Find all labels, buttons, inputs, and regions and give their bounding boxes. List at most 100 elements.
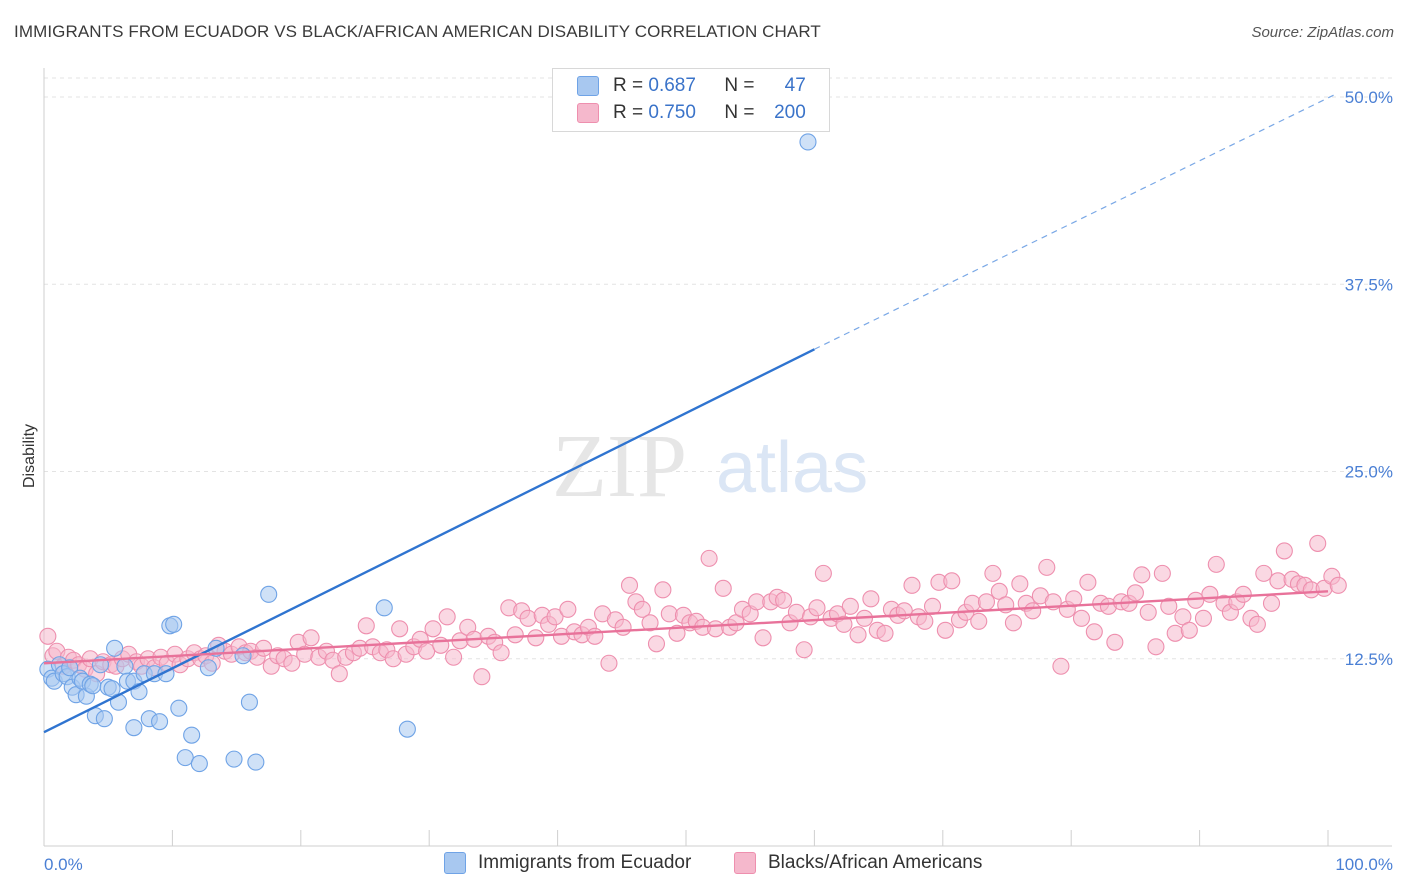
data-point bbox=[165, 615, 183, 633]
data-point bbox=[445, 648, 463, 666]
data-point bbox=[559, 600, 577, 618]
data-point bbox=[668, 624, 686, 642]
x-ticks bbox=[171, 830, 1329, 846]
data-point bbox=[835, 615, 853, 633]
legend-n-label: N = bbox=[724, 75, 755, 96]
data-point bbox=[600, 654, 618, 672]
data-point bbox=[799, 133, 817, 151]
trend-line-ecuador-projection bbox=[814, 93, 1337, 350]
chart-title: IMMIGRANTS FROM ECUADOR VS BLACK/AFRICAN… bbox=[14, 22, 821, 41]
legend: R = 0.687 N = 47 R = 0.750 N = 200 bbox=[552, 68, 830, 132]
data-point bbox=[190, 755, 208, 773]
legend-n-value: 200 bbox=[774, 102, 806, 123]
data-point bbox=[61, 659, 79, 677]
bottom-legend-swatch-ecuador bbox=[444, 852, 466, 874]
data-point bbox=[714, 579, 732, 597]
data-point bbox=[234, 647, 252, 665]
data-point bbox=[1038, 558, 1056, 576]
bottom-legend-label-ecuador: Immigrants from Ecuador bbox=[478, 852, 692, 873]
legend-r-value: 0.687 bbox=[648, 75, 696, 96]
data-point bbox=[903, 576, 921, 594]
data-point bbox=[424, 620, 442, 638]
data-point bbox=[330, 665, 348, 683]
data-point bbox=[977, 593, 996, 611]
chart-source: Source: ZipAtlas.com bbox=[1251, 24, 1394, 41]
data-point bbox=[586, 627, 604, 645]
y-tick-labels: 12.5% 25.0% 37.5% 50.0% bbox=[1345, 88, 1393, 669]
points-immigrants-from-ecuador bbox=[39, 133, 817, 773]
y-tick-label: 37.5% bbox=[1345, 275, 1393, 294]
trend-lines bbox=[43, 93, 1337, 734]
data-point bbox=[963, 594, 981, 612]
data-point bbox=[260, 585, 278, 603]
data-point bbox=[170, 699, 188, 717]
legend-row-black: R = 0.750 N = 200 bbox=[577, 100, 806, 126]
data-point bbox=[849, 626, 867, 644]
data-point bbox=[1248, 615, 1266, 633]
data-point bbox=[620, 576, 639, 594]
bottom-legend-label-black: Blacks/African Americans bbox=[768, 852, 983, 873]
data-point bbox=[923, 597, 942, 615]
data-point bbox=[943, 572, 961, 590]
axes bbox=[43, 68, 1392, 847]
y-tick-label: 25.0% bbox=[1345, 463, 1393, 482]
data-point bbox=[247, 753, 265, 771]
data-point bbox=[492, 644, 510, 662]
data-point bbox=[660, 605, 678, 623]
legend-n-label: N = bbox=[724, 102, 755, 123]
legend-r-label: R = bbox=[613, 75, 644, 96]
data-point bbox=[527, 629, 545, 647]
data-point bbox=[199, 659, 217, 677]
data-point bbox=[1065, 590, 1083, 608]
data-point bbox=[1011, 575, 1029, 593]
legend-r-value: 0.750 bbox=[648, 102, 696, 123]
watermark-zip: ZIP bbox=[552, 417, 687, 516]
data-point bbox=[438, 608, 456, 626]
bottom-legend-black: Blacks/African Americans bbox=[734, 852, 982, 874]
data-point bbox=[1194, 609, 1213, 627]
bottom-legend-swatch-black bbox=[734, 852, 756, 874]
data-point bbox=[787, 603, 805, 621]
data-point bbox=[862, 590, 880, 608]
y-tick-label: 12.5% bbox=[1345, 650, 1393, 669]
data-point bbox=[984, 564, 1002, 582]
data-point bbox=[225, 750, 243, 768]
data-point bbox=[775, 591, 793, 609]
data-point bbox=[614, 618, 632, 636]
data-point bbox=[1139, 603, 1157, 621]
data-point bbox=[1153, 564, 1171, 582]
x-tick-label-max: 100.0% bbox=[1335, 855, 1393, 874]
data-point bbox=[795, 641, 813, 659]
data-point bbox=[916, 612, 934, 630]
data-point bbox=[151, 713, 169, 731]
data-point bbox=[519, 609, 537, 627]
data-point bbox=[302, 629, 320, 647]
data-point bbox=[546, 608, 564, 626]
data-point bbox=[95, 710, 113, 728]
data-point bbox=[1079, 573, 1097, 591]
data-point bbox=[1262, 594, 1281, 612]
data-point bbox=[1309, 534, 1327, 552]
data-point bbox=[183, 726, 201, 744]
data-point bbox=[240, 693, 258, 711]
data-point bbox=[706, 620, 725, 638]
data-point bbox=[1201, 585, 1219, 603]
data-point bbox=[1072, 609, 1091, 627]
data-point bbox=[1255, 564, 1273, 582]
data-point bbox=[641, 614, 659, 632]
data-point bbox=[84, 677, 102, 695]
data-point bbox=[357, 617, 375, 635]
data-point bbox=[700, 549, 718, 567]
data-point bbox=[255, 639, 273, 657]
data-point bbox=[1024, 602, 1042, 620]
data-point bbox=[1004, 614, 1022, 632]
data-point bbox=[125, 719, 143, 737]
data-point bbox=[1207, 555, 1225, 573]
data-point bbox=[116, 657, 134, 675]
data-point bbox=[1275, 542, 1293, 560]
bottom-legend-ecuador: Immigrants from Ecuador bbox=[444, 852, 691, 874]
data-point bbox=[1166, 624, 1184, 642]
data-point bbox=[473, 668, 491, 686]
data-point bbox=[1329, 576, 1347, 594]
